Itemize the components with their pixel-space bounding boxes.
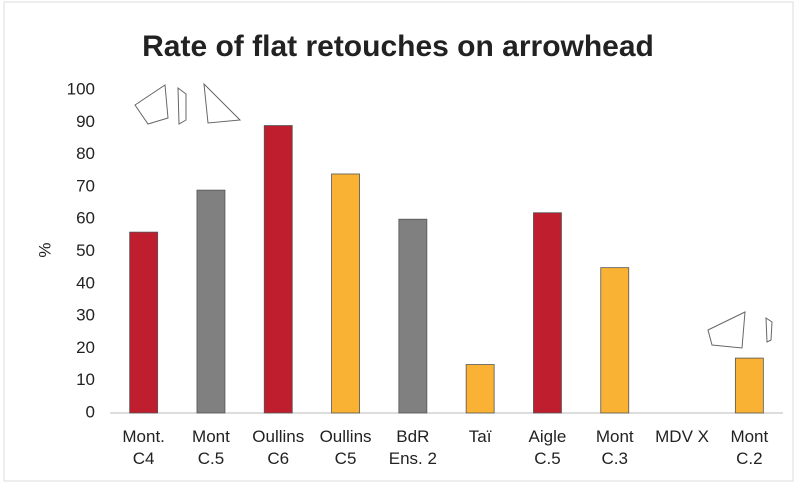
bar: [332, 174, 360, 413]
bar: [735, 358, 763, 413]
y-tick-label: 20: [76, 338, 95, 357]
chart-title: Rate of flat retouches on arrowhead: [142, 30, 654, 63]
y-tick-label: 70: [76, 176, 95, 195]
x-tick-label: MDV X: [655, 427, 709, 446]
x-tick-label: Mont.C4: [122, 427, 165, 468]
chart: Rate of flat retouches on arrowhead % 0 1…: [0, 0, 797, 483]
y-tick-label: 0: [86, 402, 95, 421]
y-tick-label: 90: [76, 112, 95, 131]
bar: [399, 219, 427, 413]
bar: [466, 365, 494, 413]
y-tick-label: 10: [76, 370, 95, 389]
bar: [197, 190, 225, 413]
bar: [601, 268, 629, 413]
y-tick-label: 60: [76, 209, 95, 228]
bar: [533, 213, 561, 413]
bar: [130, 232, 158, 413]
x-tick-label: Taï: [469, 427, 492, 446]
y-tick-label: 80: [76, 144, 95, 163]
y-axis-label: %: [35, 242, 54, 257]
y-tick-label: 30: [76, 306, 95, 325]
y-tick-label: 40: [76, 273, 95, 292]
bar: [264, 126, 292, 413]
arrowhead-sketch: [135, 84, 772, 348]
y-tick-label: 50: [76, 241, 95, 260]
y-tick-label: 100: [67, 79, 95, 98]
